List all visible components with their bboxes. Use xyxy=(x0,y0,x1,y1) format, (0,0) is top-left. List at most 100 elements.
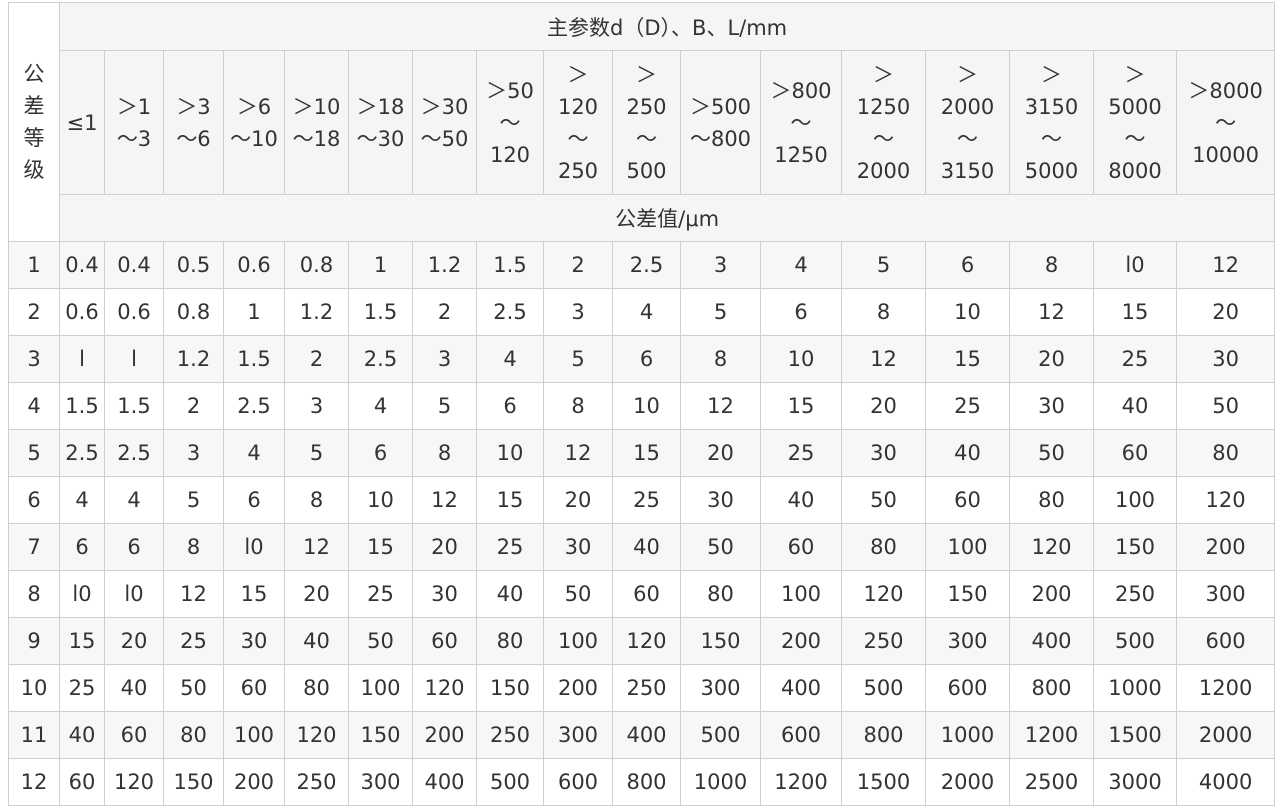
tolerance-value-cell: 60 xyxy=(223,664,285,712)
tolerance-value-cell: 80 xyxy=(1175,429,1276,477)
table-body: 1 0.4 0.4 0.5 0.6 0.8 1 1.2 1.5 2 2.5 3 4 5 6 8 l0 12 2 0.6… xyxy=(8,241,1276,806)
tolerance-value-cell: 150 xyxy=(925,570,1010,618)
tolerance-value-cell: 8 xyxy=(1009,241,1094,289)
tolerance-value-cell: 2 xyxy=(163,382,224,430)
tolerance-value-cell: 10 xyxy=(612,382,681,430)
tolerance-value-cell: 1 xyxy=(223,288,285,336)
tolerance-value-cell: 10 xyxy=(476,429,544,477)
tolerance-value-cell: 50 xyxy=(1175,382,1276,430)
tolerance-value-cell: 40 xyxy=(284,617,349,665)
tolerance-value-cell: 4 xyxy=(223,429,285,477)
tolerance-value-cell: 50 xyxy=(543,570,613,618)
tolerance-value-cell: 400 xyxy=(760,664,842,712)
table-row: 7 6 6 8 l0 12 15 20 25 30 40 50 60 80 100 120 150 200 xyxy=(8,523,1276,571)
tolerance-value-cell: 60 xyxy=(1093,429,1177,477)
tolerance-value-cell: 500 xyxy=(841,664,926,712)
tolerance-value-cell: 1.5 xyxy=(223,335,285,383)
tolerance-value-cell: 0.6 xyxy=(59,288,105,336)
tolerance-value-cell: l0 xyxy=(104,570,164,618)
table-row: 9 15 20 25 30 40 50 60 80 100 120 150 200 250 300 400 50… xyxy=(8,617,1276,665)
table-row: 10 25 40 50 60 80 100 120 150 200 250 300 400 500 600 8… xyxy=(8,664,1276,712)
tolerance-value-cell: 2.5 xyxy=(59,429,105,477)
tolerance-value-cell: l0 xyxy=(1093,241,1177,289)
tolerance-value-cell: 25 xyxy=(612,476,681,524)
range-header-cell: ＞10 ～18 xyxy=(284,50,349,195)
tolerance-value-cell: 2.5 xyxy=(476,288,544,336)
tolerance-value-cell: 200 xyxy=(412,711,477,759)
table-row: 4 1.5 1.5 2 2.5 3 4 5 6 8 10 12 15 20 25 30 40 50 xyxy=(8,382,1276,430)
tolerance-value-cell: 60 xyxy=(612,570,681,618)
grade-column-header: 公 差 等 级 xyxy=(8,2,60,242)
tolerance-value-cell: 100 xyxy=(760,570,842,618)
tolerance-value-cell: 80 xyxy=(680,570,761,618)
tolerance-value-cell: 400 xyxy=(612,711,681,759)
tolerance-value-cell: 8 xyxy=(284,476,349,524)
tolerance-value-cell: 6 xyxy=(476,382,544,430)
tolerance-value-cell: 5 xyxy=(412,382,477,430)
tolerance-value-cell: 60 xyxy=(104,711,164,759)
tolerance-value-cell: 12 xyxy=(412,476,477,524)
tolerance-value-cell: 30 xyxy=(680,476,761,524)
grade-cell: 1 xyxy=(8,241,60,289)
tolerance-value-cell: 12 xyxy=(163,570,224,618)
tolerance-value-cell: 1.2 xyxy=(412,241,477,289)
range-header-cell: ＞800 ～ 1250 xyxy=(760,50,842,195)
table-row: 1 0.4 0.4 0.5 0.6 0.8 1 1.2 1.5 2 2.5 3 4 5 6 8 l0 12 xyxy=(8,241,1276,289)
tolerance-value-cell: 12 xyxy=(841,335,926,383)
tolerance-value-cell: 600 xyxy=(760,711,842,759)
tolerance-value-cell: 20 xyxy=(680,429,761,477)
tolerance-value-cell: 60 xyxy=(412,617,477,665)
tolerance-value-cell: 1 xyxy=(348,241,413,289)
tolerance-value-cell: 50 xyxy=(1009,429,1094,477)
tolerance-value-cell: 6 xyxy=(104,523,164,571)
tolerance-value-cell: 0.6 xyxy=(104,288,164,336)
tolerance-value-cell: 50 xyxy=(841,476,926,524)
grade-cell: 7 xyxy=(8,523,60,571)
tolerance-value-cell: 200 xyxy=(1009,570,1094,618)
tolerance-value-cell: 40 xyxy=(760,476,842,524)
tolerance-value-cell: 0.5 xyxy=(163,241,224,289)
tolerance-value-cell: 6 xyxy=(612,335,681,383)
tolerance-value-cell: 120 xyxy=(1009,523,1094,571)
tolerance-value-cell: 40 xyxy=(59,711,105,759)
tolerance-value-cell: 250 xyxy=(476,711,544,759)
tolerance-value-cell: 1500 xyxy=(1093,711,1177,759)
tolerance-value-cell: 8 xyxy=(412,429,477,477)
grade-cell: 9 xyxy=(8,617,60,665)
tolerance-value-cell: 300 xyxy=(925,617,1010,665)
tolerance-value-cell: 50 xyxy=(680,523,761,571)
tolerance-value-cell: 30 xyxy=(543,523,613,571)
tolerance-value-cell: 200 xyxy=(223,758,285,806)
tolerance-value-cell: 2500 xyxy=(1009,758,1094,806)
tolerance-value-cell: 400 xyxy=(1009,617,1094,665)
range-header-cell: ＞50 ～ 120 xyxy=(476,50,544,195)
tolerance-value-cell: 20 xyxy=(841,382,926,430)
tolerance-value-cell: 60 xyxy=(925,476,1010,524)
tolerance-value-cell: 30 xyxy=(841,429,926,477)
tolerance-value-cell: 40 xyxy=(925,429,1010,477)
tolerance-value-cell: 200 xyxy=(760,617,842,665)
grade-cell: 2 xyxy=(8,288,60,336)
tolerance-value-cell: 2 xyxy=(284,335,349,383)
tolerance-value-cell: 15 xyxy=(476,476,544,524)
tolerance-value-cell: 4 xyxy=(612,288,681,336)
tolerance-value-cell: 25 xyxy=(925,382,1010,430)
tolerance-value-cell: 2.5 xyxy=(348,335,413,383)
tolerance-value-cell: 25 xyxy=(1093,335,1177,383)
tolerance-value-cell: 250 xyxy=(1093,570,1177,618)
tolerance-value-cell: 25 xyxy=(476,523,544,571)
tolerance-value-cell: 500 xyxy=(1093,617,1177,665)
tolerance-value-cell: 25 xyxy=(348,570,413,618)
range-header-cell: ＞6 ～10 xyxy=(223,50,285,195)
tolerance-value-cell: 12 xyxy=(1009,288,1094,336)
tolerance-value-cell: 1.5 xyxy=(348,288,413,336)
tolerance-value-cell: 40 xyxy=(104,664,164,712)
tolerance-value-cell: 6 xyxy=(760,288,842,336)
tolerance-value-cell: 4 xyxy=(476,335,544,383)
tolerance-value-cell: 80 xyxy=(476,617,544,665)
tolerance-value-cell: 1000 xyxy=(1093,664,1177,712)
tolerance-value-cell: 12 xyxy=(284,523,349,571)
tolerance-value-cell: 15 xyxy=(348,523,413,571)
tolerance-value-cell: 120 xyxy=(284,711,349,759)
tolerance-value-cell: 5 xyxy=(680,288,761,336)
